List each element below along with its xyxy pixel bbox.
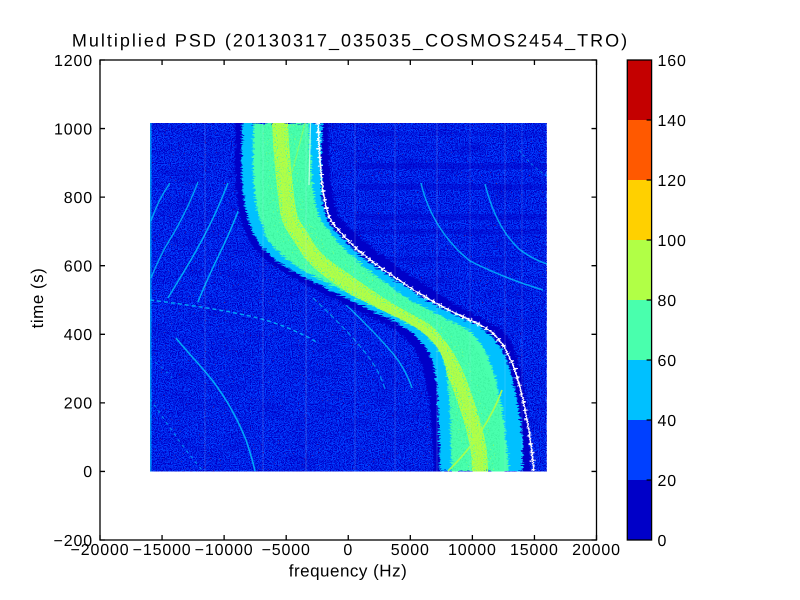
svg-text:160: 160 [658,53,687,70]
svg-text:−10000: −10000 [195,542,254,559]
svg-text:5000: 5000 [391,542,430,559]
svg-text:100: 100 [658,233,687,250]
svg-text:−15000: −15000 [133,542,192,559]
svg-text:200: 200 [64,396,93,413]
svg-text:frequency (Hz): frequency (Hz) [289,562,407,581]
svg-text:0: 0 [343,542,353,559]
svg-text:60: 60 [658,353,678,370]
svg-text:0: 0 [658,533,668,550]
svg-text:120: 120 [658,173,687,190]
svg-text:10000: 10000 [448,542,497,559]
svg-text:400: 400 [64,327,93,344]
svg-text:800: 800 [64,190,93,207]
svg-text:time (s): time (s) [28,268,47,329]
svg-text:20: 20 [658,473,678,490]
svg-text:15000: 15000 [510,542,559,559]
svg-text:1200: 1200 [54,53,93,70]
svg-text:1000: 1000 [54,121,93,138]
svg-text:−5000: −5000 [262,542,311,559]
svg-text:140: 140 [658,113,687,130]
svg-text:40: 40 [658,413,678,430]
svg-text:600: 600 [64,259,93,276]
svg-text:20000: 20000 [572,542,621,559]
svg-text:0: 0 [83,464,93,481]
svg-text:Multiplied PSD (20130317_03503: Multiplied PSD (20130317_035035_COSMOS24… [72,31,629,51]
svg-text:80: 80 [658,293,678,310]
svg-text:−200: −200 [54,533,93,550]
svg-text:−20000: −20000 [71,542,130,559]
